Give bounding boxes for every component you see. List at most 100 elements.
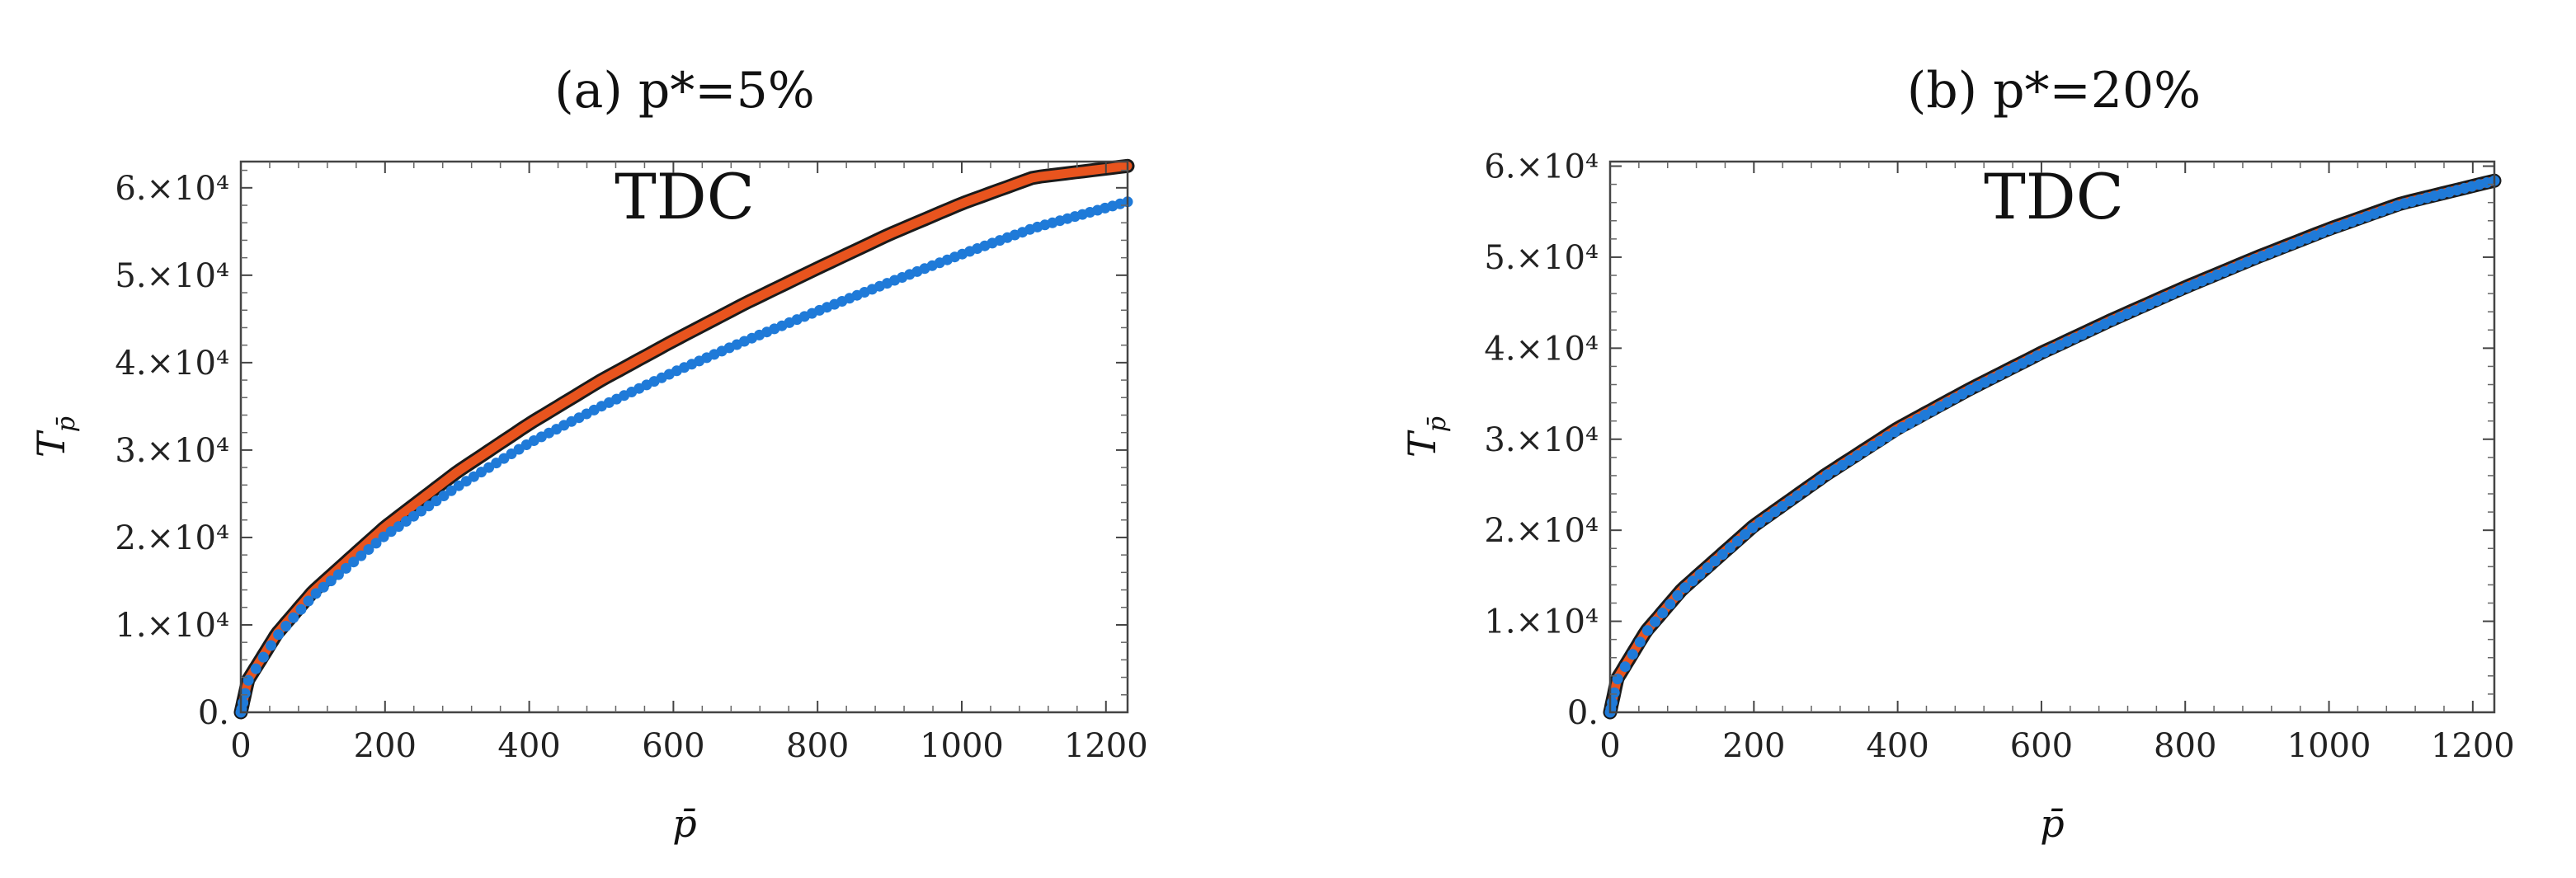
panel-a-data-point xyxy=(385,526,397,538)
panel-a-data-point xyxy=(370,538,382,549)
panel-a-plot-area xyxy=(233,158,1135,720)
panel-a-data-point xyxy=(295,603,307,615)
panel-b-data-point xyxy=(1792,490,1803,501)
panel-b-band-outline xyxy=(1603,173,2502,720)
panel-a-x-tick-label: 800 xyxy=(786,727,849,765)
panel-b: (b) p*=20% TDC 0 200 400 600 800 1000 1200 0. 1… xyxy=(1400,62,2515,846)
panel-a-y-ticks: 0. 1.×10⁴ 2.×10⁴ 3.×10⁴ 4.×10⁴ 5.×10⁴ 6.×10⁴ xyxy=(115,170,1128,732)
panel-a-data-point xyxy=(257,651,269,663)
panel-a-data-point xyxy=(356,550,367,561)
panel-b-data-point xyxy=(1665,599,1676,610)
panel-b-y-tick-label: 2.×10⁴ xyxy=(1484,512,1599,550)
panel-b-frame xyxy=(1608,160,2496,714)
panel-a-y-label-main: T xyxy=(29,430,73,458)
panel-a-y-tick-label: 4.×10⁴ xyxy=(115,345,229,383)
panel-a-x-tick-label: 400 xyxy=(497,727,560,765)
panel-a: (a) p*=5% TDC 0 200 400 600 800 1000 1200 0. 1.… xyxy=(29,62,1148,846)
panel-a-y-tick-label: 3.×10⁴ xyxy=(115,432,229,470)
panel-b-data-point xyxy=(1769,506,1781,518)
panel-a-data-point xyxy=(303,595,314,607)
panel-b-data-point xyxy=(1731,535,1743,547)
panel-a-data-point xyxy=(341,562,351,574)
panel-b-data-point xyxy=(1709,556,1721,566)
panel-b-x-tick-label: 0 xyxy=(1599,727,1620,765)
panel-a-x-tick-label: 1000 xyxy=(920,727,1004,765)
panel-b-data-point xyxy=(1799,485,1811,496)
panel-b-x-ticks: 0 200 400 600 800 1000 1200 xyxy=(1599,162,2515,765)
svg-text:Tp̄: Tp̄ xyxy=(1400,416,1452,458)
panel-b-y-label: Tp̄ xyxy=(1400,416,1452,458)
panel-b-y-ticks: 0. 1.×10⁴ 2.×10⁴ 3.×10⁴ 4.×10⁴ 5.×10⁴ 6.×10⁴ xyxy=(1484,148,2494,732)
svg-text:Tp̄: Tp̄ xyxy=(29,416,81,458)
panel-a-title: (a) p*=5% xyxy=(554,62,815,120)
panel-b-data-point xyxy=(1740,528,1750,540)
panel-b-band-line xyxy=(1605,176,2499,717)
panel-a-data-point xyxy=(243,674,254,686)
panel-a-data-point xyxy=(310,588,322,599)
panel-a-x-tick-label: 0 xyxy=(230,727,251,765)
panel-a-x-tick-label: 600 xyxy=(642,727,704,765)
panel-a-x-tick-label: 1200 xyxy=(1064,727,1148,765)
panel-b-y-tick-label: 1.×10⁴ xyxy=(1484,603,1599,641)
panel-a-data-point xyxy=(423,500,435,512)
panel-b-data-point xyxy=(1650,616,1660,627)
panel-a-data-point xyxy=(325,575,337,587)
panel-b-data-point xyxy=(1607,697,1618,708)
panel-b-x-tick-label: 800 xyxy=(2154,727,2216,765)
panel-b-data-point xyxy=(1717,549,1728,560)
panel-a-y-label: Tp̄ xyxy=(29,416,81,458)
panel-a-y-tick-label: 0. xyxy=(198,694,229,732)
panel-b-x-tick-label: 1200 xyxy=(2431,727,2515,765)
panel-b-data-point xyxy=(1627,649,1638,660)
panel-b-x-tick-label: 400 xyxy=(1866,727,1928,765)
panel-b-data-point xyxy=(1762,511,1773,523)
panel-a-data-point xyxy=(348,556,360,568)
panel-b-data-point xyxy=(1724,542,1735,553)
panel-b-y-tick-label: 0. xyxy=(1567,694,1599,732)
panel-b-data-point xyxy=(1608,687,1620,698)
panel-b-data-point xyxy=(1784,495,1796,507)
panel-b-x-tick-label: 1000 xyxy=(2287,727,2371,765)
panel-b-y-label-sub: p̄ xyxy=(1423,416,1452,432)
panel-b-data-point xyxy=(1694,569,1706,580)
panel-a-data-point xyxy=(250,663,261,674)
panel-a-data-point xyxy=(393,521,404,533)
panel-a-data-point xyxy=(378,531,389,542)
panel-b-dot-series xyxy=(1604,175,2500,718)
panel-b-x-tick-label: 200 xyxy=(1722,727,1785,765)
panel-a-data-point xyxy=(332,569,344,580)
panel-a-y-tick-label: 5.×10⁴ xyxy=(115,257,229,295)
panel-b-data-point xyxy=(1679,582,1691,594)
panel-b-y-tick-label: 6.×10⁴ xyxy=(1484,148,1599,186)
panel-b-annotation: TDC xyxy=(1984,160,2124,233)
panel-b-data-point xyxy=(1657,608,1669,618)
panel-a-annotation: TDC xyxy=(615,160,755,233)
panel-b-x-tick-label: 600 xyxy=(2010,727,2073,765)
panel-a-x-ticks: 0 200 400 600 800 1000 1200 xyxy=(230,162,1148,765)
panel-a-data-point xyxy=(363,544,374,555)
panel-a-data-point xyxy=(408,510,419,522)
panel-a-x-label: p̄ xyxy=(672,801,696,846)
panel-b-plot-area xyxy=(1603,173,2502,720)
panel-b-data-point xyxy=(1641,625,1653,636)
panel-b-y-tick-label: 4.×10⁴ xyxy=(1484,330,1599,368)
panel-a-y-label-sub: p̄ xyxy=(52,416,81,432)
panel-a-data-point xyxy=(265,640,276,651)
panel-b-data-point xyxy=(1672,589,1684,601)
panel-a-x-tick-label: 200 xyxy=(354,727,417,765)
panel-b-data-point xyxy=(1619,661,1631,673)
panel-b-data-point xyxy=(1687,575,1698,587)
panel-b-data-point xyxy=(1747,522,1759,533)
panel-b-y-label-main: T xyxy=(1400,430,1444,458)
panel-a-data-point xyxy=(288,612,299,623)
panel-b-data-point xyxy=(1702,562,1713,574)
panel-a-data-point xyxy=(431,495,442,507)
panel-b-data-point xyxy=(1754,517,1766,528)
panel-a-data-point xyxy=(400,515,412,527)
panel-a-data-point xyxy=(280,621,292,632)
panel-b-data-point xyxy=(1777,500,1788,512)
panel-b-x-label: p̄ xyxy=(2040,801,2064,846)
panel-b-data-point xyxy=(1814,474,1825,486)
panel-a-data-point xyxy=(318,581,329,593)
